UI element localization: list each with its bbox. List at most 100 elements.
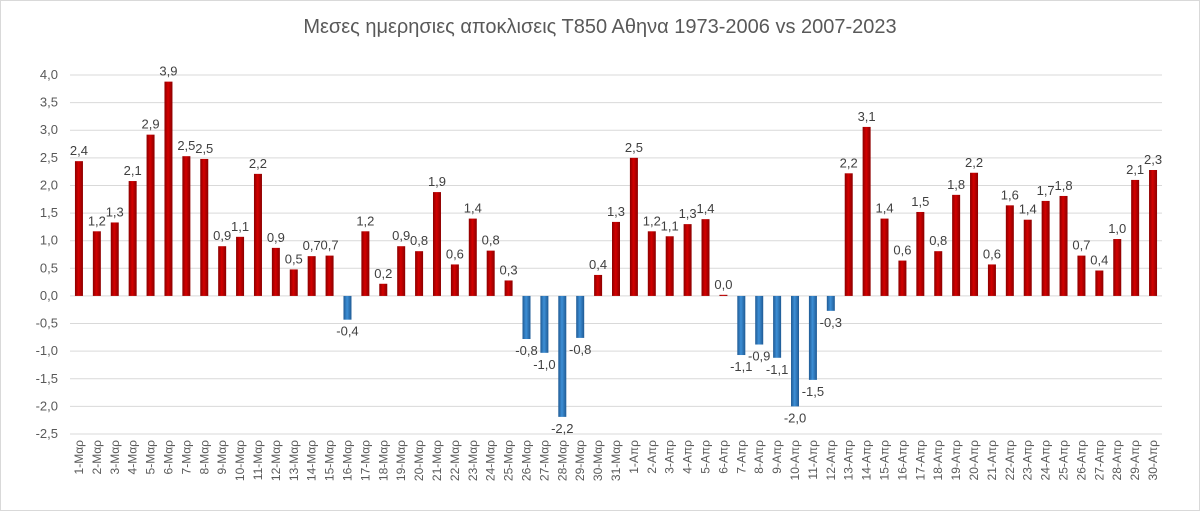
data-label: 0,8 <box>929 233 947 248</box>
data-label: 2,1 <box>1126 162 1144 177</box>
x-tick-label: 5-Απρ <box>699 440 713 474</box>
data-label: 1,6 <box>1001 187 1019 202</box>
data-label: 0,7 <box>303 238 321 253</box>
bar <box>701 219 710 296</box>
data-label: 0,9 <box>392 228 410 243</box>
data-label: 1,9 <box>428 174 446 189</box>
bar <box>594 274 603 296</box>
bar <box>558 295 567 417</box>
bar <box>343 295 352 320</box>
data-label: -1,1 <box>730 359 752 374</box>
bar <box>1095 270 1104 296</box>
data-label: 2,3 <box>1144 152 1162 167</box>
data-label: 0,3 <box>500 262 518 277</box>
bar <box>450 264 459 296</box>
x-tick-label: 16-Μαρ <box>340 440 354 481</box>
x-tick-label: 19-Απρ <box>949 440 963 481</box>
data-label: 2,5 <box>177 138 195 153</box>
data-label: 0,9 <box>267 230 285 245</box>
x-tick-label: 13-Απρ <box>842 440 856 481</box>
bar <box>987 264 996 296</box>
x-tick-label: 3-Μαρ <box>108 440 122 475</box>
bar <box>791 295 800 407</box>
data-label: 1,2 <box>356 213 374 228</box>
bar <box>1077 255 1086 296</box>
bar <box>253 173 262 296</box>
x-tick-label: 11-Μαρ <box>251 440 265 480</box>
x-tick-label: 3-Απρ <box>663 440 677 474</box>
bar <box>934 251 943 296</box>
x-tick-label: 30-Μαρ <box>591 440 605 481</box>
bar <box>862 126 871 296</box>
chart-title: Μεσες ημερησιες αποκλισεις Τ850 Αθηνα 19… <box>303 16 897 38</box>
data-label: 0,7 <box>1072 238 1090 253</box>
x-tick-label: 1-Μαρ <box>72 440 86 475</box>
x-tick-label: 8-Απρ <box>752 440 766 474</box>
bar <box>504 280 513 296</box>
y-tick-label: -2,0 <box>36 398 58 413</box>
bar <box>486 250 495 296</box>
data-label: 0,7 <box>321 238 339 253</box>
data-label: 1,3 <box>607 204 625 219</box>
y-tick-label: -2,5 <box>36 426 58 441</box>
data-label: -1,5 <box>802 384 824 399</box>
bar <box>164 81 173 296</box>
y-tick-label: -1,0 <box>36 343 58 358</box>
bar <box>808 295 817 380</box>
bar <box>182 156 191 296</box>
data-label: 1,2 <box>88 213 106 228</box>
x-tick-label: 5-Μαρ <box>144 440 158 475</box>
x-tick-label: 4-Απρ <box>681 440 695 474</box>
data-label: -1,1 <box>766 362 788 377</box>
x-tick-label: 27-Μαρ <box>537 440 551 481</box>
bar <box>397 246 406 296</box>
data-label: -1,0 <box>533 357 555 372</box>
data-label: 1,4 <box>1019 202 1037 217</box>
data-label: 0,8 <box>482 233 500 248</box>
bar <box>683 224 692 296</box>
y-tick-label: -0,5 <box>36 316 58 331</box>
bar <box>307 256 316 296</box>
x-tick-label: 6-Μαρ <box>161 440 175 475</box>
data-label: 0,5 <box>285 251 303 266</box>
x-tick-label: 2-Μαρ <box>90 440 104 475</box>
bar <box>1149 169 1158 296</box>
x-tick-label: 29-Μαρ <box>573 440 587 481</box>
x-tick-label: 2-Απρ <box>645 440 659 474</box>
data-label: 0,0 <box>714 277 732 292</box>
x-tick-label: 13-Μαρ <box>287 440 301 481</box>
bar <box>325 255 334 296</box>
y-tick-label: -1,5 <box>36 371 58 386</box>
data-label: 1,4 <box>696 201 714 216</box>
x-tick-label: 26-Απρ <box>1074 440 1088 481</box>
data-label: -0,8 <box>515 343 537 358</box>
data-label: 0,4 <box>589 257 607 272</box>
data-label: 3,1 <box>858 109 876 124</box>
bar <box>271 247 280 296</box>
data-label: 2,1 <box>124 163 142 178</box>
bar <box>92 231 101 296</box>
x-tick-label: 25-Απρ <box>1057 440 1071 481</box>
data-label: 0,4 <box>1090 253 1108 268</box>
data-label: -0,4 <box>336 324 358 339</box>
bar <box>289 269 298 296</box>
x-tick-label: 27-Απρ <box>1092 440 1106 481</box>
x-tick-label: 15-Απρ <box>878 440 892 481</box>
x-tick-label: 14-Μαρ <box>305 440 319 481</box>
bar <box>916 211 925 296</box>
x-tick-label: 19-Μαρ <box>394 440 408 481</box>
data-label: 0,9 <box>213 228 231 243</box>
data-label: 2,2 <box>840 155 858 170</box>
bar <box>1005 205 1014 296</box>
bar <box>200 158 209 296</box>
x-tick-label: 23-Μαρ <box>466 440 480 481</box>
x-tick-label: 15-Μαρ <box>323 440 337 481</box>
x-tick-label: 18-Μαρ <box>376 440 390 481</box>
bar <box>952 194 961 296</box>
bar <box>773 295 782 358</box>
bar <box>432 192 441 296</box>
data-label: 1,4 <box>875 201 893 216</box>
data-label: -2,2 <box>551 421 573 436</box>
x-tick-label: 20-Μαρ <box>412 440 426 481</box>
